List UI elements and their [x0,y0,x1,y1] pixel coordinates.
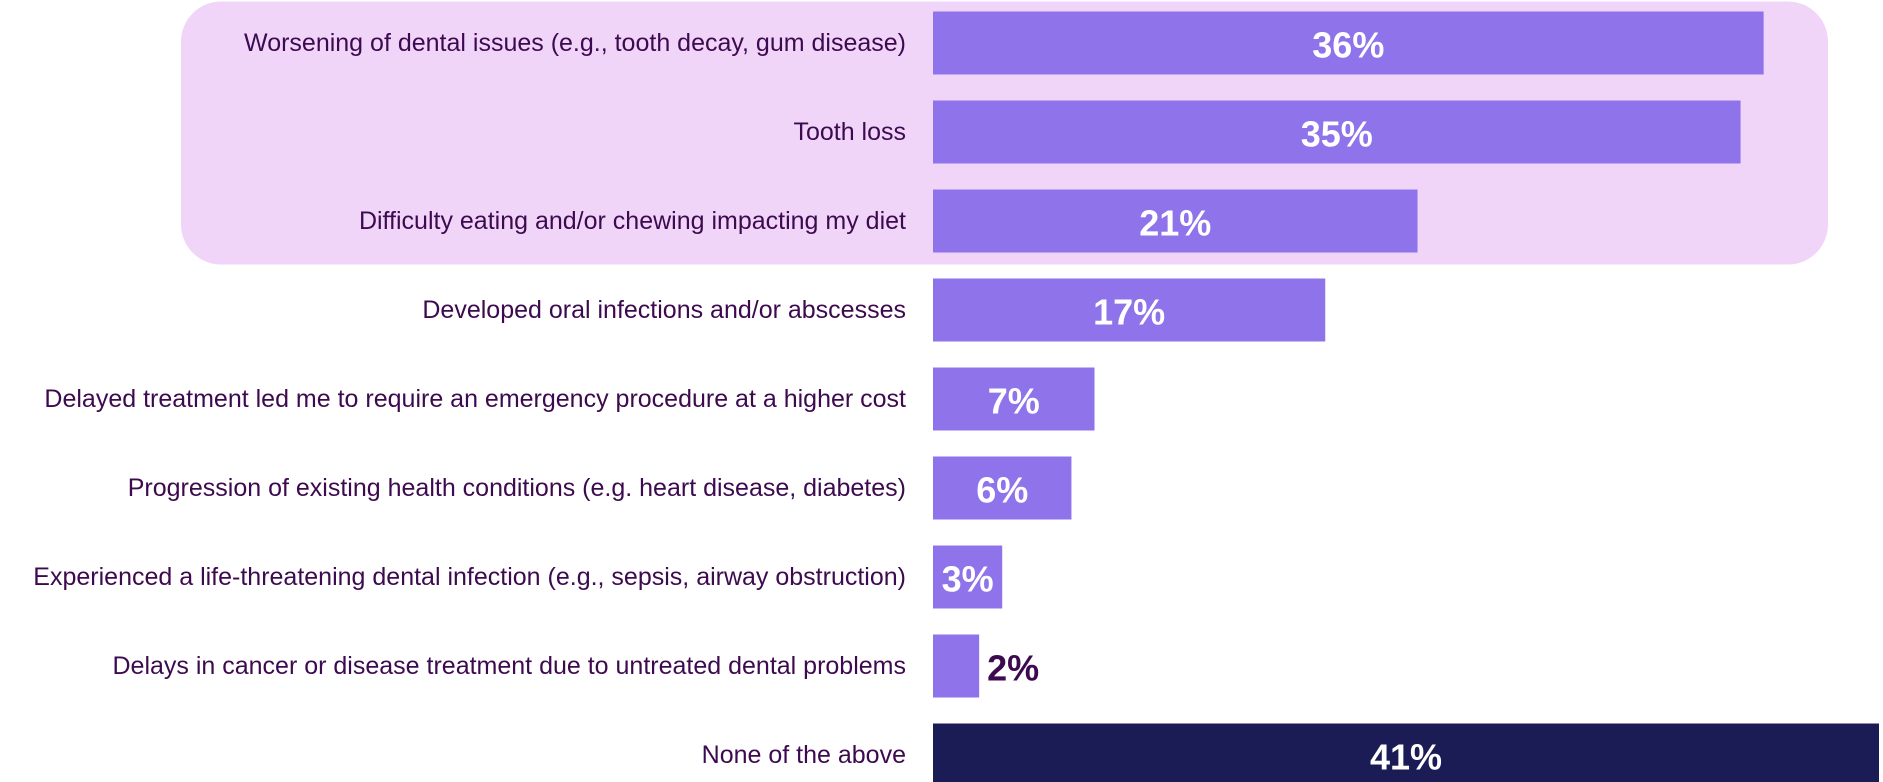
value-label-5: 7% [988,381,1040,422]
bar-5 [933,367,1095,431]
value-label-6: 6% [976,470,1028,511]
value-label-7: 3% [942,559,994,600]
category-label-9: None of the above [702,741,906,769]
bar-7 [933,545,1003,609]
value-label-9: 41% [1370,737,1442,778]
bars-layer [933,11,1879,782]
bar-1 [933,11,1764,75]
bar-9 [933,723,1879,782]
bar-2 [933,100,1741,164]
bar-3 [933,189,1418,253]
category-label-5: Delayed treatment led me to require an e… [44,385,906,413]
value-label-2: 35% [1301,114,1373,155]
value-labels-layer: 36% 35% 21% 17% 7% 6% 3% 2% 41% [942,25,1442,778]
category-label-8: Delays in cancer or disease treatment du… [112,652,906,680]
value-label-1: 36% [1312,25,1384,66]
value-label-4: 17% [1093,292,1165,333]
category-label-4: Developed oral infections and/or abscess… [422,296,906,324]
bar-4 [933,278,1326,342]
bar-8 [933,634,980,698]
value-label-3: 21% [1139,203,1211,244]
category-label-6: Progression of existing health condition… [128,474,906,502]
category-label-3: Difficulty eating and/or chewing impacti… [359,207,906,235]
value-label-8: 2% [987,648,1039,689]
category-label-2: Tooth loss [793,118,906,146]
category-label-1: Worsening of dental issues (e.g., tooth … [244,29,906,57]
category-labels-layer: Worsening of dental issues (e.g., tooth … [33,29,906,769]
category-label-7: Experienced a life-threatening dental in… [33,563,906,591]
bar-6 [933,456,1072,520]
